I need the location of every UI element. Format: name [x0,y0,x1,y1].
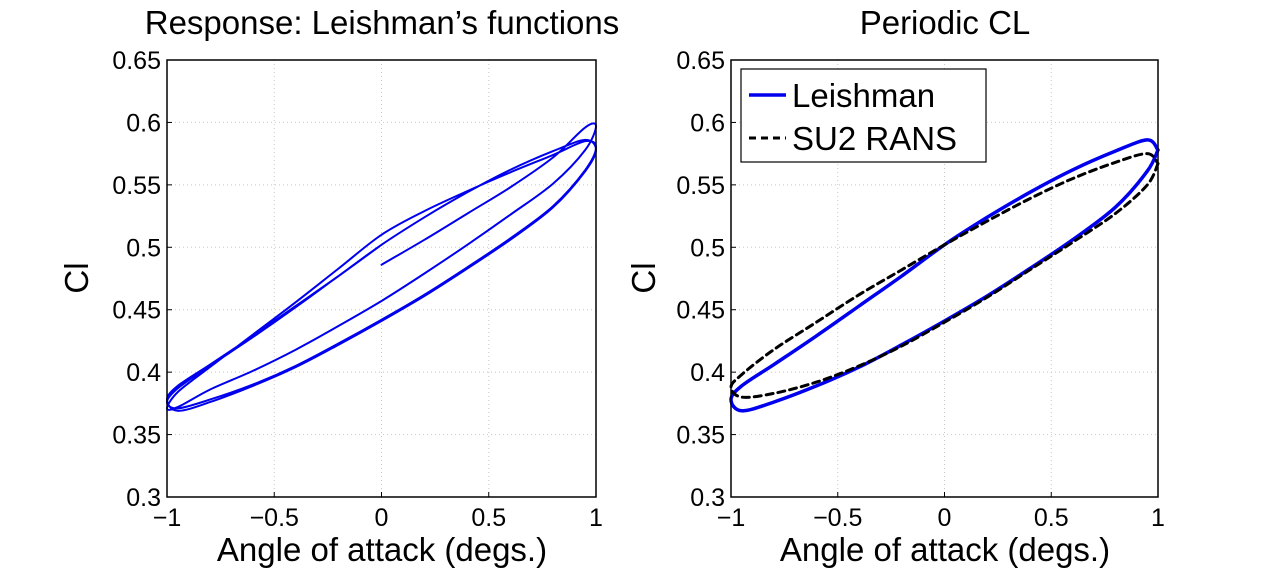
chart-title: Periodic CL [860,4,1031,41]
x-tick-label: 0.5 [1034,504,1069,532]
chart-title: Response: Leishman’s functions [145,4,620,41]
y-tick-label: 0.65 [112,47,161,75]
y-tick-label: 0.6 [126,109,161,137]
x-axis-label: Angle of attack (degs.) [780,531,1110,568]
y-tick-label: 0.4 [690,359,725,387]
x-tick-label: −0.5 [813,504,862,532]
y-tick-label: 0.3 [126,484,161,512]
y-tick-label: 0.6 [690,109,725,137]
x-tick-label: 1 [589,504,603,532]
y-tick-label: 0.35 [676,422,725,450]
legend-label-leishman: Leishman [792,77,935,114]
series-line [166,122,597,412]
axes-box [730,59,1159,498]
x-tick-labels: −1 −0.5 0 0.5 1 [717,504,1165,532]
y-tick-label: 0.5 [690,234,725,262]
y-tick-label: 0.65 [676,47,725,75]
y-tick-label: 0.45 [112,297,161,325]
legend: Leishman SU2 RANS [740,68,987,163]
y-tick-labels: 0.3 0.35 0.4 0.45 0.5 0.55 0.6 0.65 [676,47,725,512]
x-tick-label: 1 [1151,504,1165,532]
x-tick-label: 0 [375,504,389,532]
x-tick-labels: −1 −0.5 0 0.5 1 [153,504,603,532]
axes-box [166,59,597,498]
x-axis-label: Angle of attack (degs.) [217,531,547,568]
y-tick-label: 0.35 [112,422,161,450]
y-tick-label: 0.45 [676,297,725,325]
y-axis-label: Cl [625,262,662,293]
y-tick-label: 0.3 [690,484,725,512]
x-tick-label: 0 [938,504,952,532]
y-axis-label: Cl [58,262,95,293]
y-tick-label: 0.4 [126,359,161,387]
grid [166,59,597,498]
legend-label-su2-rans: SU2 RANS [792,120,957,157]
legend-box [740,68,987,163]
y-tick-labels: 0.3 0.35 0.4 0.45 0.5 0.55 0.6 0.65 [112,47,161,512]
y-tick-label: 0.55 [112,172,161,200]
plot-series [166,122,597,412]
chart-panel-left: Response: Leishman’s functions −1 −0.5 0 0.… [58,4,619,568]
x-tick-label: −1 [717,504,746,532]
chart-panel-right: Periodic CL −1 −0.5 0 0.5 1 0.30.350.40.450.… [625,4,1165,568]
y-tick-label: 0.55 [676,172,725,200]
x-tick-label: 0.5 [471,504,506,532]
x-tick-label: −0.5 [250,504,299,532]
y-tick-label: 0.5 [126,234,161,262]
x-tick-label: −1 [153,504,182,532]
